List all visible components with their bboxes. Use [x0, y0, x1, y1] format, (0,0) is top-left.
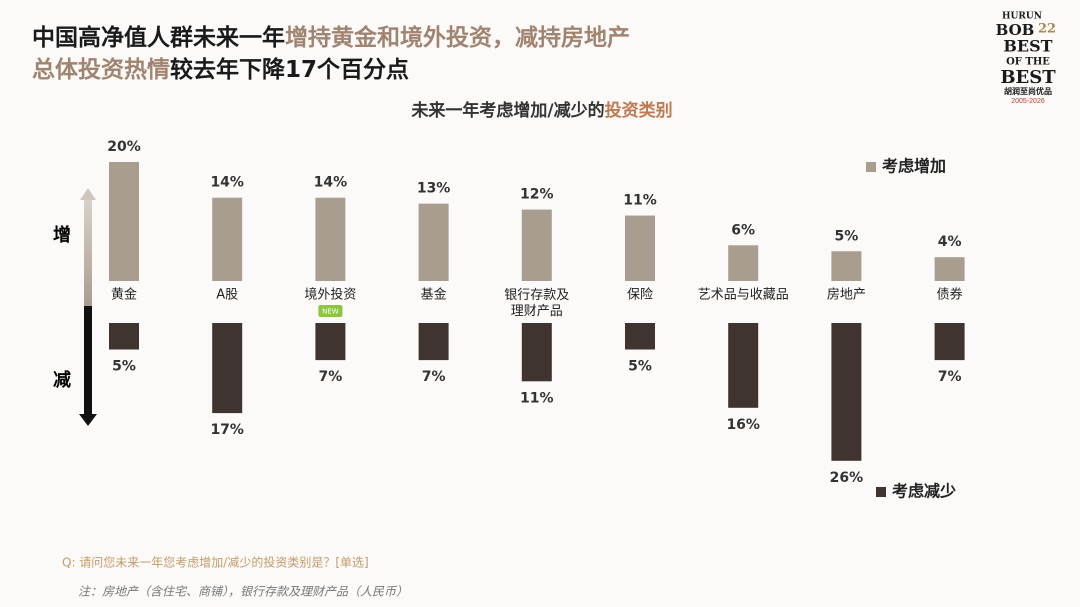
- value-label: 6%: [731, 222, 755, 238]
- value-label: 20%: [107, 139, 141, 155]
- bar: [212, 323, 243, 414]
- logo-event: BOB: [996, 21, 1035, 39]
- slide-title: 总体投资热情较去年下降17个百分点: [32, 56, 409, 83]
- logo-name: 胡润至尚优品: [1004, 86, 1052, 96]
- footnote: Q: 请问您未来一年您考虑增加/减少的投资类别是？[单选]: [62, 555, 369, 570]
- value-label: 16%: [726, 417, 760, 433]
- logo-line: BEST: [1000, 67, 1056, 88]
- x-tick-label: 保险: [627, 288, 653, 303]
- legend-swatch: [876, 487, 886, 497]
- legend-swatch: [866, 162, 876, 172]
- bar: [212, 197, 243, 281]
- logo-edition: 22: [1038, 22, 1056, 37]
- value-label: 17%: [210, 422, 244, 438]
- x-tick-label: 艺术品与收藏品: [698, 288, 789, 303]
- title-segment: 未来一年考虑增加/减少的: [410, 100, 604, 121]
- title-segment: 投资类别: [605, 100, 673, 121]
- annotation-badge: [318, 305, 343, 317]
- bar: [728, 323, 759, 408]
- x-tick-label: 黄金: [111, 287, 137, 303]
- bar: [625, 215, 655, 281]
- annotation: NEW: [322, 308, 339, 316]
- value-label: 5%: [112, 359, 136, 375]
- logo-line: BEST: [1003, 37, 1052, 56]
- direction-arrow: [79, 188, 97, 426]
- slide-title: 中国高净值人群未来一年增持黄金和境外投资，减持房地产: [32, 24, 630, 51]
- value-label: 7%: [422, 369, 446, 385]
- x-tick-label: 房地产: [827, 287, 866, 303]
- title-segment: 总体投资热情: [32, 56, 170, 83]
- legend-label: 考虑减少: [892, 482, 956, 501]
- bar: [934, 257, 965, 281]
- value-label: 5%: [628, 359, 652, 375]
- title-segment: 增持黄金和境外投资，减持房地产: [285, 24, 630, 51]
- logo-years: 2005-2026: [1011, 98, 1045, 105]
- value-label: 11%: [623, 193, 657, 209]
- value-label: 4%: [938, 234, 962, 250]
- chart-title: 未来一年考虑增加/减少的投资类别: [410, 100, 672, 121]
- bar: [315, 197, 346, 281]
- bar: [521, 323, 552, 382]
- x-tick-label: A股: [216, 288, 238, 303]
- x-tick-label: 债券: [937, 287, 963, 303]
- value-label: 13%: [417, 181, 451, 197]
- value-label: 5%: [835, 228, 859, 244]
- footnote: 注：房地产（含住宅、商铺），银行存款及理财产品（人民币）: [78, 585, 408, 599]
- value-label: 14%: [314, 175, 348, 191]
- increase-label: 增: [53, 224, 71, 246]
- value-label: 7%: [938, 369, 962, 385]
- x-tick-label: 境外投资: [304, 287, 356, 303]
- title-segment: 较去年下降17个百分点: [170, 56, 409, 83]
- bar: [418, 203, 449, 281]
- bar: [625, 323, 655, 350]
- value-label: 14%: [210, 175, 244, 191]
- legend-label: 考虑增加: [882, 157, 946, 176]
- value-label: 26%: [830, 470, 864, 486]
- value-label: 11%: [520, 390, 554, 406]
- bar: [315, 323, 346, 361]
- logo-brand: HURUN: [1002, 12, 1042, 22]
- bar: [831, 323, 862, 461]
- bar: [109, 162, 139, 281]
- bar: [934, 323, 965, 361]
- value-label: 7%: [319, 369, 343, 385]
- x-tick-label: 银行存款及理财产品: [504, 288, 569, 319]
- logo: HURUN BOB 22 BEST OF THE BEST 胡润至尚优品 200…: [996, 12, 1057, 105]
- x-tick-label: 基金: [421, 287, 447, 303]
- value-label: 12%: [520, 187, 554, 203]
- logo-line: OF THE: [1006, 57, 1050, 68]
- bar: [418, 323, 449, 361]
- title-segment: 中国高净值人群未来一年: [32, 24, 285, 51]
- bar: [109, 323, 139, 350]
- decrease-label: 减: [53, 369, 71, 391]
- bar: [728, 245, 759, 281]
- bar: [521, 209, 552, 281]
- bar: [831, 251, 862, 281]
